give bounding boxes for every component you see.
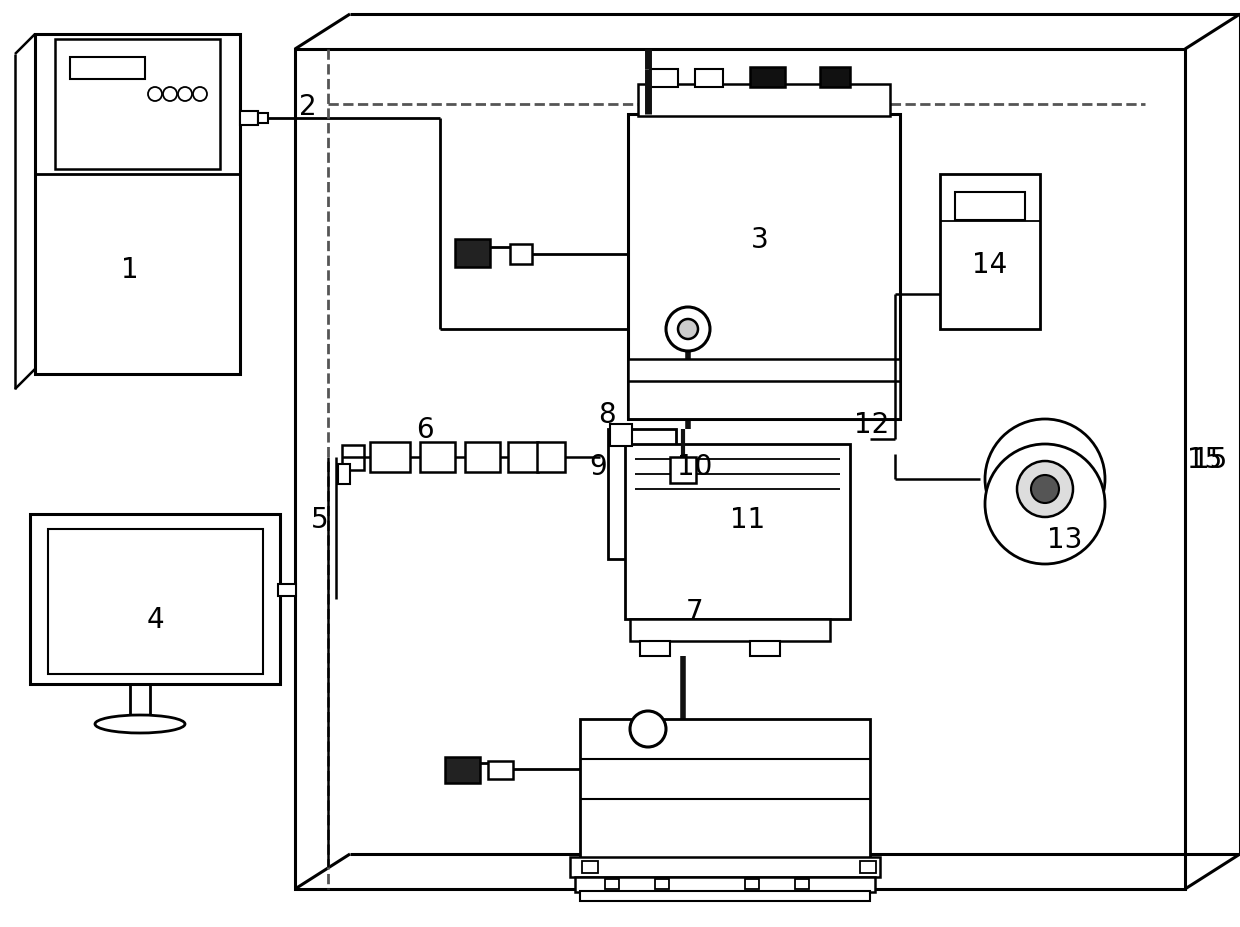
Bar bbox=[465, 442, 500, 473]
Bar bbox=[582, 861, 598, 873]
Bar bbox=[580, 719, 870, 874]
Bar bbox=[35, 35, 241, 375]
Bar bbox=[955, 193, 1025, 221]
Circle shape bbox=[630, 711, 666, 747]
Bar bbox=[639, 85, 890, 117]
Text: 10: 10 bbox=[677, 452, 713, 480]
Text: 6: 6 bbox=[417, 415, 434, 443]
Circle shape bbox=[1030, 476, 1059, 503]
Bar bbox=[570, 857, 880, 877]
Text: 14: 14 bbox=[972, 250, 1008, 279]
Bar bbox=[241, 112, 258, 126]
Bar bbox=[339, 464, 350, 485]
Bar bbox=[625, 445, 849, 619]
Circle shape bbox=[193, 88, 207, 102]
Text: 1: 1 bbox=[122, 256, 139, 284]
Bar bbox=[295, 50, 1185, 889]
Text: 12: 12 bbox=[854, 411, 889, 438]
Bar bbox=[655, 879, 670, 889]
Text: 13: 13 bbox=[1048, 526, 1083, 553]
Circle shape bbox=[985, 445, 1105, 565]
Bar bbox=[670, 458, 696, 484]
Bar bbox=[278, 584, 296, 596]
Bar bbox=[370, 442, 410, 473]
Circle shape bbox=[678, 320, 698, 339]
Bar bbox=[575, 877, 875, 892]
Bar bbox=[940, 175, 1040, 330]
Bar bbox=[580, 891, 870, 901]
Text: 8: 8 bbox=[598, 400, 616, 428]
Text: 15: 15 bbox=[1193, 446, 1228, 474]
Bar bbox=[627, 360, 900, 382]
Bar bbox=[55, 40, 219, 170]
Bar bbox=[258, 114, 268, 124]
Bar bbox=[489, 761, 513, 780]
Bar bbox=[694, 70, 723, 88]
Bar bbox=[537, 442, 565, 473]
Bar bbox=[750, 641, 780, 656]
Bar bbox=[795, 879, 808, 889]
Text: 2: 2 bbox=[299, 93, 316, 121]
Text: 4: 4 bbox=[146, 605, 164, 633]
Bar bbox=[508, 442, 538, 473]
Bar bbox=[342, 446, 365, 471]
Text: 11: 11 bbox=[730, 505, 765, 533]
Bar bbox=[605, 879, 619, 889]
Bar bbox=[420, 442, 455, 473]
Bar bbox=[48, 529, 263, 674]
Text: 15: 15 bbox=[1188, 446, 1223, 474]
Circle shape bbox=[179, 88, 192, 102]
Circle shape bbox=[162, 88, 177, 102]
Circle shape bbox=[985, 420, 1105, 540]
Bar bbox=[445, 757, 480, 783]
Bar bbox=[861, 861, 875, 873]
Bar bbox=[627, 379, 900, 420]
Bar bbox=[30, 514, 280, 684]
Text: 5: 5 bbox=[311, 505, 329, 533]
Bar bbox=[750, 68, 785, 88]
Circle shape bbox=[1017, 462, 1073, 517]
Text: 7: 7 bbox=[686, 597, 704, 626]
Bar bbox=[627, 115, 900, 420]
Bar bbox=[510, 245, 532, 265]
Bar bbox=[455, 240, 490, 268]
Bar bbox=[650, 70, 678, 88]
Circle shape bbox=[666, 308, 711, 351]
Bar bbox=[640, 641, 670, 656]
Bar bbox=[610, 425, 632, 447]
Ellipse shape bbox=[95, 716, 185, 733]
Bar bbox=[630, 619, 830, 641]
Text: 9: 9 bbox=[589, 452, 606, 480]
Bar bbox=[69, 57, 145, 80]
Bar bbox=[820, 68, 849, 88]
Circle shape bbox=[148, 88, 162, 102]
Bar bbox=[745, 879, 759, 889]
Bar bbox=[608, 429, 676, 559]
Text: 3: 3 bbox=[751, 226, 769, 254]
